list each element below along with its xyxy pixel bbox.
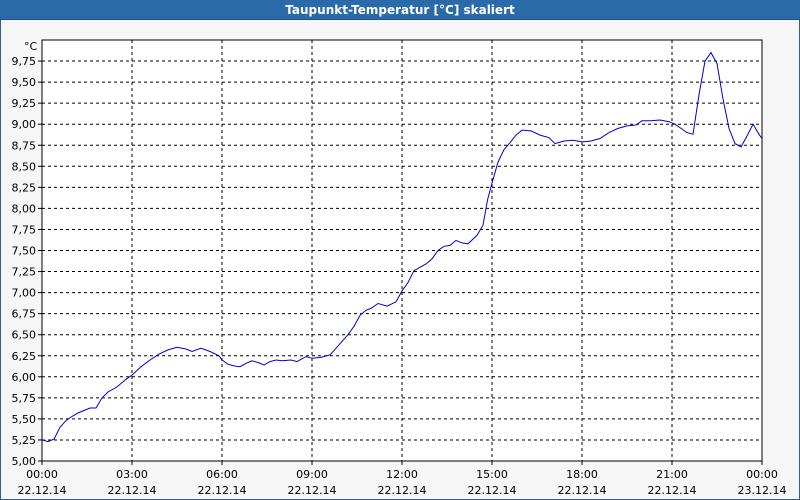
y-axis: 5,00 5,25 5,50 5,75 6,00 6,25 6,50 6,75 7,00 7,25…: [12, 55, 42, 468]
y-tick-label: 7,00: [12, 287, 37, 300]
y-tick-label: 6,25: [12, 350, 37, 363]
y-tick-label: 7,25: [12, 266, 37, 279]
y-tick-label: 5,25: [12, 434, 37, 447]
x-tick-date: 22.12.14: [288, 484, 337, 497]
y-unit-label: °C: [24, 40, 38, 53]
x-tick-date: 22.12.14: [378, 484, 427, 497]
x-tick-time: 12:00: [386, 468, 418, 481]
x-tick-time: 00:00: [26, 468, 58, 481]
y-tick-label: 5,75: [12, 392, 37, 405]
y-tick-label: 8,00: [12, 202, 37, 215]
x-tick-time: 06:00: [206, 468, 238, 481]
y-tick-label: 6,50: [12, 329, 37, 342]
grid-lines: [42, 40, 762, 461]
x-tick-date: 22.12.14: [18, 484, 67, 497]
y-tick-label: 6,75: [12, 308, 37, 321]
x-tick-time: 21:00: [656, 468, 688, 481]
y-tick-label: 5,50: [12, 413, 37, 426]
y-tick-label: 7,50: [12, 245, 37, 258]
x-tick-date: 22.12.14: [198, 484, 247, 497]
x-tick-date: 23.12.14: [738, 484, 787, 497]
y-tick-label: 9,75: [12, 55, 37, 68]
y-tick-label: 9,25: [12, 97, 37, 110]
y-tick-label: 6,00: [12, 371, 37, 384]
x-tick-time: 00:00: [746, 468, 778, 481]
x-tick-date: 22.12.14: [558, 484, 607, 497]
x-tick-date: 22.12.14: [108, 484, 157, 497]
y-tick-label: 8,25: [12, 181, 37, 194]
x-tick-time: 18:00: [566, 468, 598, 481]
x-tick-time: 15:00: [476, 468, 508, 481]
x-tick-date: 22.12.14: [648, 484, 697, 497]
series-layer: [41, 51, 763, 443]
y-tick-label: 8,75: [12, 139, 37, 152]
x-tick-time: 09:00: [296, 468, 328, 481]
y-tick-label: 9,50: [12, 76, 37, 89]
y-tick-label: 9,00: [12, 118, 37, 131]
x-tick-date: 22.12.14: [468, 484, 517, 497]
x-axis: 00:00 22.12.14 03:00 22.12.14 06:00 22.12.14 0…: [18, 461, 787, 497]
y-tick-label: 5,00: [12, 455, 37, 468]
window-title: Taupunkt-Temperatur [°C] skaliert: [0, 0, 800, 20]
y-tick-label: 8,50: [12, 160, 37, 173]
x-tick-time: 03:00: [116, 468, 148, 481]
y-tick-label: 7,75: [12, 223, 37, 236]
